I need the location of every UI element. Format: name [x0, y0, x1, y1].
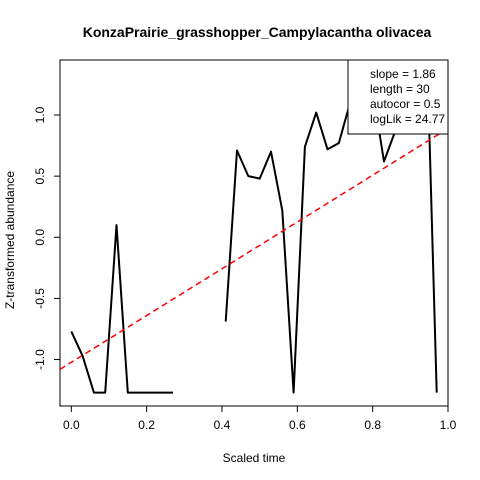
- x-tick-label: 0.6: [289, 418, 306, 432]
- x-tick-label: 0.8: [364, 418, 381, 432]
- legend-entry: autocor = 0.5: [370, 97, 441, 111]
- x-tick-label: 0.2: [138, 418, 155, 432]
- legend-box: [347, 59, 449, 135]
- x-axis-label: Scaled time: [223, 451, 286, 465]
- x-tick-label: 1.0: [440, 418, 457, 432]
- y-tick-label: -1.0: [33, 349, 47, 370]
- chart-title: KonzaPrairie_grasshopper_Campylacantha o…: [83, 24, 432, 40]
- plot-area: 0.0 0.2 0.4 0.6 0.8 1.0 -1.0 -0.5 0.0 0.5 1.0 slope…: [33, 59, 457, 432]
- legend-entry: length = 30: [370, 82, 430, 96]
- x-tick-label: 0.4: [214, 418, 231, 432]
- y-tick-label: 1.0: [33, 106, 47, 123]
- y-tick-label: -0.5: [33, 288, 47, 309]
- x-tick-label: 0.0: [63, 418, 80, 432]
- legend-entry: slope = 1.86: [370, 67, 436, 81]
- y-tick-label: 0.0: [33, 229, 47, 246]
- legend-entry: logLik = 24.77: [370, 112, 445, 126]
- y-tick-label: 0.5: [33, 167, 47, 184]
- trend-line: [60, 127, 448, 370]
- y-axis-label: Z-transformed abundance: [3, 171, 17, 309]
